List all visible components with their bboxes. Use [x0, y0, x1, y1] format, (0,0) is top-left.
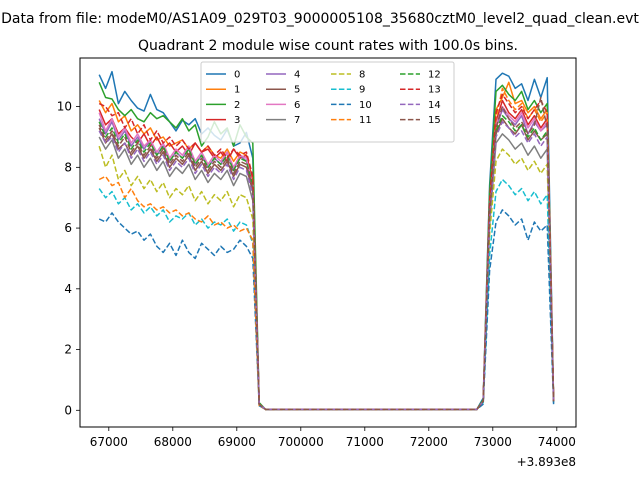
y-tick-label: 0 [64, 403, 72, 417]
y-tick-label: 6 [64, 221, 72, 235]
chart-title: Quadrant 2 module wise count rates with … [138, 38, 518, 54]
legend-label-1: 1 [234, 85, 240, 96]
legend-label-12: 12 [428, 70, 441, 81]
x-tick-label: 74000 [538, 435, 576, 449]
legend-label-11: 11 [359, 115, 372, 126]
y-tick-label: 10 [57, 100, 72, 114]
y-axis: 0 2 4 6 8 10 [57, 100, 80, 417]
legend-box [200, 61, 455, 143]
series-line-15 [98, 96, 555, 411]
legend-label-13: 13 [428, 85, 441, 96]
legend-label-8: 8 [359, 70, 365, 81]
legend-label-15: 15 [428, 115, 441, 126]
y-tick-label: 2 [64, 343, 72, 357]
x-tick-label: 69000 [218, 435, 256, 449]
y-tick-label: 4 [64, 282, 72, 296]
x-tick-label: 68000 [154, 435, 192, 449]
legend-label-0: 0 [234, 70, 240, 81]
y-tick-label: 8 [64, 160, 72, 174]
x-tick-label: 71000 [346, 435, 384, 449]
x-tick-label: 72000 [410, 435, 448, 449]
plot-frame [79, 57, 577, 428]
legend-label-6: 6 [294, 100, 300, 111]
x-tick-label: 700000 [278, 435, 324, 449]
legend-label-9: 9 [359, 85, 365, 96]
legend-label-3: 3 [234, 115, 240, 126]
series-layer [98, 70, 555, 411]
legend-label-14: 14 [428, 100, 441, 111]
figure-suptitle: Data from file: modeM0/AS1A09_029T03_900… [1, 11, 639, 27]
x-axis: 67000 68000 69000 700000 71000 72000 73000 7400… [90, 427, 576, 449]
legend-label-10: 10 [359, 100, 372, 111]
legend-label-5: 5 [294, 85, 300, 96]
x-tick-label: 67000 [90, 435, 128, 449]
legend-label-7: 7 [294, 115, 300, 126]
x-offset-text: +3.893e8 [517, 455, 576, 469]
series-line-14 [98, 121, 555, 411]
legend-label-2: 2 [234, 100, 240, 111]
legend-label-4: 4 [294, 70, 300, 81]
x-tick-label: 73000 [474, 435, 512, 449]
